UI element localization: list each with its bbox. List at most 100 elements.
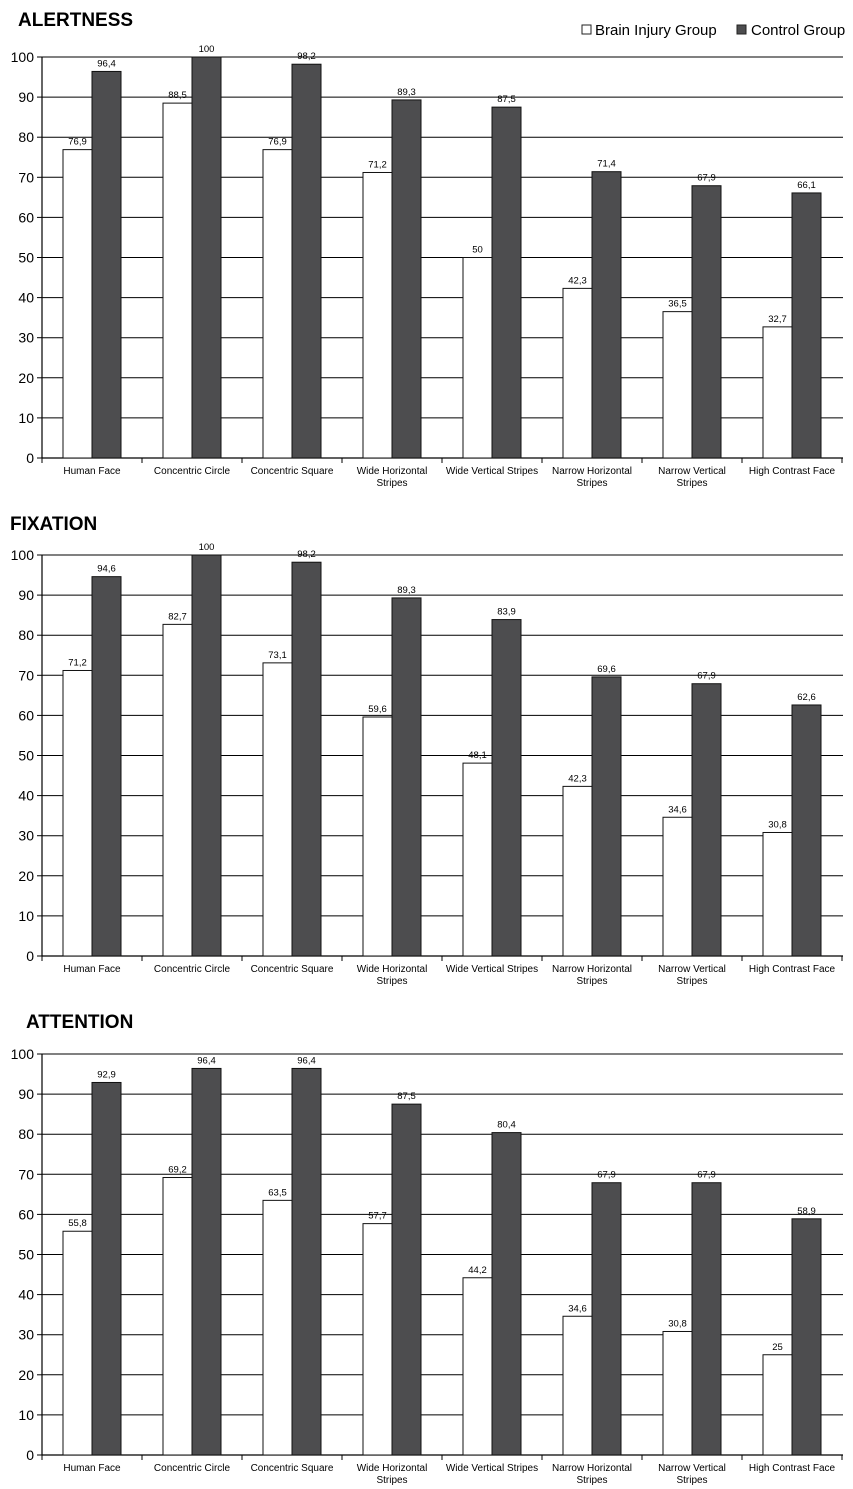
bar-brain-injury bbox=[262, 149, 293, 459]
panel-title: FIXATION bbox=[10, 514, 97, 535]
bar-control bbox=[491, 106, 522, 459]
panel-title: ALERTNESS bbox=[18, 10, 133, 31]
data-label: 100 bbox=[199, 44, 215, 55]
data-label: 98,2 bbox=[297, 549, 316, 560]
bar-control bbox=[191, 554, 222, 957]
y-tick-label: 90 bbox=[18, 587, 34, 603]
bar-brain-injury bbox=[462, 1277, 493, 1456]
y-tick-label: 80 bbox=[18, 129, 34, 145]
x-tick-label: High Contrast Face bbox=[749, 466, 836, 477]
data-label: 66,1 bbox=[797, 180, 816, 191]
bar-brain-injury bbox=[562, 287, 593, 459]
y-tick-label: 40 bbox=[18, 1287, 34, 1303]
y-tick-label: 50 bbox=[18, 250, 34, 266]
legend-swatch-brain-injury bbox=[581, 24, 592, 35]
y-tick-label: 0 bbox=[26, 948, 34, 964]
x-tick-label: Wide Horizontal bbox=[357, 466, 428, 477]
legend-swatch-control bbox=[736, 24, 747, 35]
bar-control bbox=[591, 676, 622, 957]
bar-brain-injury bbox=[362, 1223, 393, 1456]
y-tick-label: 80 bbox=[18, 1126, 34, 1142]
bar-brain-injury bbox=[662, 816, 693, 957]
data-label: 50 bbox=[472, 245, 483, 256]
y-tick-label: 30 bbox=[18, 330, 34, 346]
x-tick-label: Concentric Circle bbox=[154, 964, 231, 975]
panel-title: ATTENTION bbox=[26, 1012, 133, 1033]
x-tick-label: Human Face bbox=[63, 964, 121, 975]
bar-control bbox=[691, 1182, 722, 1456]
x-tick-label: Stripes bbox=[576, 478, 607, 489]
x-tick-label: Wide Vertical Stripes bbox=[446, 1463, 538, 1474]
data-label: 42,3 bbox=[568, 773, 587, 784]
bar-control bbox=[691, 683, 722, 957]
y-tick-label: 60 bbox=[18, 707, 34, 723]
data-label: 62,6 bbox=[797, 692, 816, 703]
bar-brain-injury bbox=[262, 1199, 293, 1456]
data-label: 34,6 bbox=[668, 804, 687, 815]
data-label: 59,6 bbox=[368, 704, 387, 715]
legend-label-brain-injury: Brain Injury Group bbox=[595, 22, 717, 39]
y-tick-label: 20 bbox=[18, 868, 34, 884]
y-tick-label: 100 bbox=[11, 49, 35, 65]
bar-brain-injury bbox=[162, 1177, 193, 1456]
bar-brain-injury bbox=[362, 716, 393, 957]
x-tick-label: Concentric Circle bbox=[154, 466, 231, 477]
data-label: 98,2 bbox=[297, 51, 316, 62]
data-label: 100 bbox=[199, 542, 215, 553]
data-label: 69,2 bbox=[168, 1165, 187, 1176]
bar-control bbox=[791, 1218, 822, 1456]
y-tick-label: 50 bbox=[18, 1247, 34, 1263]
data-label: 36,5 bbox=[668, 299, 687, 310]
data-label: 67,9 bbox=[697, 173, 716, 184]
bar-brain-injury bbox=[762, 326, 793, 459]
bar-brain-injury bbox=[662, 1330, 693, 1456]
x-tick-label: High Contrast Face bbox=[749, 964, 836, 975]
bar-brain-injury bbox=[462, 762, 493, 957]
y-tick-label: 90 bbox=[18, 1086, 34, 1102]
data-label: 96,4 bbox=[97, 58, 116, 69]
bar-control bbox=[191, 1067, 222, 1456]
bar-brain-injury bbox=[562, 1315, 593, 1456]
bar-control bbox=[591, 171, 622, 459]
data-label: 67,9 bbox=[597, 1170, 616, 1181]
x-tick-label: Concentric Square bbox=[251, 466, 334, 477]
bar-control bbox=[491, 619, 522, 957]
data-label: 55,8 bbox=[68, 1218, 87, 1229]
y-tick-label: 60 bbox=[18, 209, 34, 225]
y-tick-label: 0 bbox=[26, 450, 34, 466]
bar-control bbox=[91, 70, 122, 459]
data-label: 96,4 bbox=[197, 1055, 216, 1066]
bar-brain-injury bbox=[762, 831, 793, 957]
legend-label-control: Control Group bbox=[751, 22, 845, 39]
y-tick-label: 50 bbox=[18, 748, 34, 764]
bar-control bbox=[391, 1103, 422, 1456]
bar-brain-injury bbox=[62, 1230, 93, 1456]
data-label: 76,9 bbox=[68, 137, 87, 148]
bar-control bbox=[291, 63, 322, 459]
bar-control bbox=[91, 576, 122, 957]
data-label: 73,1 bbox=[268, 650, 287, 661]
x-tick-label: Concentric Square bbox=[251, 964, 334, 975]
y-tick-label: 40 bbox=[18, 290, 34, 306]
bar-brain-injury bbox=[762, 1354, 793, 1456]
x-tick-label: Stripes bbox=[576, 976, 607, 987]
bar-control bbox=[791, 192, 822, 459]
data-label: 89,3 bbox=[397, 585, 416, 596]
x-tick-label: Wide Horizontal bbox=[357, 964, 428, 975]
x-tick-label: Stripes bbox=[376, 976, 407, 987]
x-tick-label: Stripes bbox=[676, 1475, 707, 1486]
x-tick-label: Stripes bbox=[676, 976, 707, 987]
bar-brain-injury bbox=[262, 662, 293, 957]
bar-brain-injury bbox=[62, 669, 93, 957]
bar-brain-injury bbox=[562, 785, 593, 957]
data-label: 63,5 bbox=[268, 1187, 287, 1198]
data-label: 69,6 bbox=[597, 664, 616, 675]
data-label: 34,6 bbox=[568, 1303, 587, 1314]
data-label: 30,8 bbox=[768, 819, 787, 830]
data-label: 42,3 bbox=[568, 275, 587, 286]
x-tick-label: Wide Vertical Stripes bbox=[446, 466, 538, 477]
bar-control bbox=[191, 56, 222, 459]
y-tick-label: 70 bbox=[18, 169, 34, 185]
y-tick-label: 10 bbox=[18, 908, 34, 924]
